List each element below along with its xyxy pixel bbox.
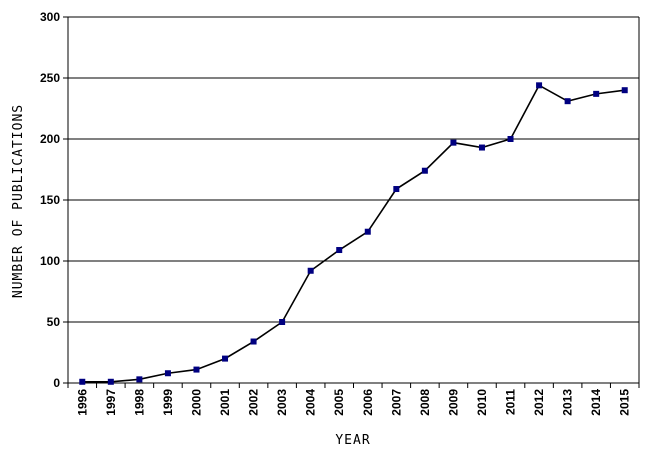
y-tick-label: 150 (40, 193, 60, 207)
x-tick-label: 2014 (589, 389, 603, 416)
data-point-1996 (79, 378, 86, 385)
x-tick-label: 2012 (532, 389, 546, 416)
x-tick-label: 2013 (561, 389, 575, 416)
y-tick-labels: 0 50 100 150 200 250 300 (40, 10, 60, 390)
y-tick-label: 200 (40, 132, 60, 146)
y-tick-label: 300 (40, 10, 60, 24)
x-tick-label: 2007 (389, 389, 403, 416)
x-tick-label: 2009 (446, 389, 460, 416)
x-tick-label: 2000 (189, 389, 203, 416)
x-tick-label: 2006 (361, 389, 375, 416)
x-tick-label: 2008 (418, 389, 432, 416)
data-point-2002 (250, 338, 257, 345)
x-axis-title: YEAR (335, 433, 370, 448)
y-tick-label: 100 (40, 254, 60, 268)
x-tick-label: 2001 (218, 389, 232, 416)
y-axis-title: NUMBER OF PUBLICATIONS (11, 104, 26, 298)
data-point-2012 (536, 82, 543, 89)
x-tick-label: 1997 (104, 389, 118, 416)
y-tick-label: 0 (53, 376, 60, 390)
series-group (79, 82, 628, 385)
x-tick-label: 2005 (332, 389, 346, 416)
x-tick-labels: 1996 1997 1998 1999 2000 2001 2002 2003 2004 2005… (75, 389, 631, 416)
data-point-2011 (507, 136, 514, 142)
data-point-2001 (222, 355, 229, 362)
data-point-1998 (136, 376, 143, 383)
series-line (82, 84, 625, 383)
x-tick-label: 2002 (247, 389, 261, 416)
x-tick-label: 1998 (132, 389, 146, 416)
x-tick-label: 2011 (504, 389, 518, 415)
data-point-2014 (593, 90, 600, 97)
y-tick-label: 250 (40, 71, 60, 85)
x-tick-label: 1996 (75, 389, 89, 416)
axes (63, 16, 640, 388)
x-tick-label: 1999 (161, 389, 175, 416)
x-tick-label: 2015 (618, 389, 632, 416)
data-point-2008 (421, 167, 428, 174)
x-tick-label: 2004 (304, 389, 318, 416)
data-point-2000 (193, 366, 200, 373)
data-point-2004 (307, 267, 314, 274)
x-tick-label: 2010 (475, 389, 489, 416)
gridlines (68, 16, 639, 323)
data-point-2006 (364, 228, 371, 235)
data-point-1999 (164, 370, 171, 377)
x-tick-label: 2003 (275, 389, 289, 416)
data-point-2005 (336, 247, 343, 254)
data-point-1997 (107, 378, 114, 385)
data-point-2003 (279, 319, 286, 325)
y-tick-label: 50 (47, 315, 61, 329)
data-point-2007 (393, 186, 400, 193)
data-point-2009 (450, 139, 457, 146)
data-point-2013 (564, 98, 571, 105)
data-point-2015 (621, 87, 628, 94)
data-point-2010 (478, 144, 485, 151)
